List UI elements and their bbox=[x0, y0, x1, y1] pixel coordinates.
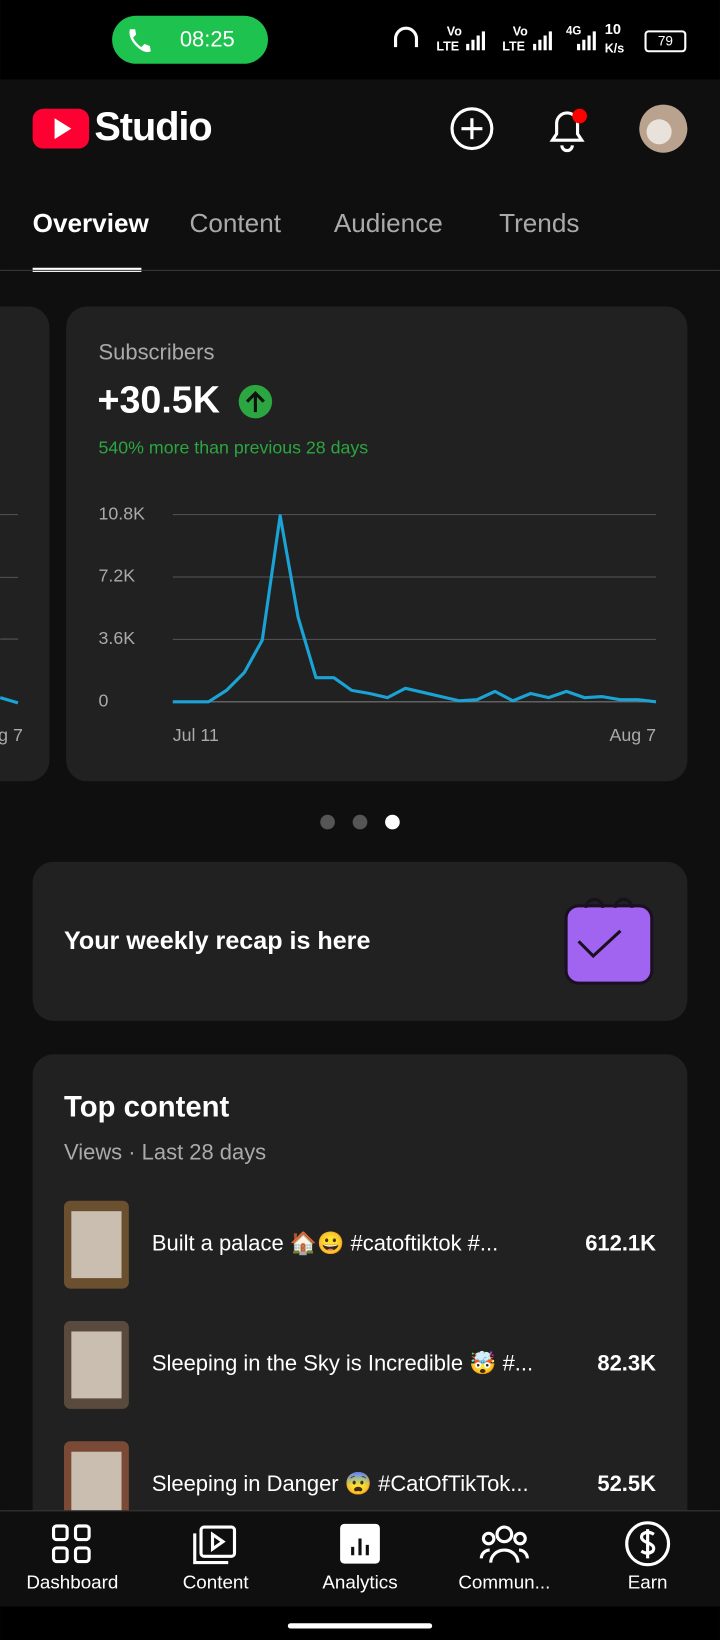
logo-play bbox=[54, 118, 72, 140]
thumbnail-image bbox=[71, 1211, 122, 1279]
nav-divider bbox=[0, 1510, 720, 1512]
create-plus bbox=[461, 118, 483, 140]
create-button[interactable] bbox=[450, 107, 494, 151]
signal-icons bbox=[393, 26, 596, 51]
notification-dot bbox=[572, 108, 587, 124]
recap-text: Your weekly recap is here bbox=[64, 927, 370, 955]
call-pill[interactable] bbox=[112, 15, 268, 64]
tab[interactable]: Trends bbox=[499, 208, 579, 238]
page-dot-active[interactable] bbox=[385, 814, 400, 830]
page-dot[interactable] bbox=[352, 814, 368, 830]
net: Vo bbox=[447, 25, 462, 39]
speed: 10 bbox=[605, 22, 621, 38]
side-date: g 7 bbox=[0, 725, 23, 745]
video-views: 82.3K bbox=[597, 1351, 656, 1376]
side-line bbox=[0, 696, 19, 705]
time: 08:25 bbox=[180, 27, 235, 52]
recap-icon bbox=[564, 904, 654, 985]
speed: K/s bbox=[605, 41, 625, 55]
recap-card[interactable] bbox=[32, 861, 688, 1021]
battery-level: 79 bbox=[658, 33, 673, 48]
section-subtitle: Views · Last 28 days bbox=[64, 1139, 266, 1164]
y-tick-label: 10.8K bbox=[99, 503, 146, 523]
video-views: 612.1K bbox=[585, 1230, 656, 1255]
x-tick-label: Jul 11 bbox=[173, 725, 219, 745]
nav-item[interactable]: Content bbox=[183, 1571, 250, 1592]
nav-item[interactable]: Dashboard bbox=[26, 1571, 118, 1592]
subscribers-card[interactable] bbox=[66, 306, 688, 782]
battery bbox=[644, 30, 687, 53]
thumbnail-image bbox=[71, 1331, 122, 1399]
content-list: Built a palace 🏠😀 #catoftiktok #... 612.1… bbox=[64, 1200, 656, 1530]
tab-active[interactable]: Overview bbox=[33, 208, 150, 238]
y-tick-label: 3.6K bbox=[99, 628, 136, 648]
recap-icon-detail bbox=[577, 898, 634, 959]
home-indicator bbox=[287, 1623, 433, 1629]
analytics-bars bbox=[351, 1538, 369, 1556]
net: 4G bbox=[566, 25, 581, 37]
chart: 0 3.6K 7.2K 10.8K Jul 11 Aug 7 bbox=[99, 503, 657, 745]
video-views: 52.5K bbox=[597, 1471, 656, 1496]
data-line bbox=[172, 514, 657, 704]
nav-item[interactable]: Commun... bbox=[458, 1571, 550, 1592]
net: Vo bbox=[513, 25, 528, 39]
tab[interactable]: Content bbox=[190, 208, 282, 238]
page-dot[interactable] bbox=[320, 814, 335, 830]
y-tick-label: 7.2K bbox=[99, 566, 136, 586]
section-title: Top content bbox=[64, 1090, 230, 1123]
avatar-cat bbox=[646, 119, 672, 145]
net: LTE bbox=[436, 39, 459, 53]
status-bar bbox=[0, 0, 720, 80]
nav-item[interactable]: Earn bbox=[628, 1571, 668, 1592]
video-title[interactable]: Sleeping in Danger 😨 #CatOfTikTok... bbox=[152, 1471, 529, 1496]
nav-item[interactable]: Analytics bbox=[322, 1571, 397, 1592]
phone-icon bbox=[129, 29, 151, 53]
x-tick-label: Aug 7 bbox=[610, 725, 656, 745]
metric-label: Subscribers bbox=[99, 339, 215, 364]
video-title[interactable]: Built a palace 🏠😀 #catoftiktok #... bbox=[152, 1230, 498, 1255]
metric-value: +30.5K bbox=[97, 379, 219, 421]
tab[interactable]: Audience bbox=[334, 208, 443, 238]
thumbnail-image bbox=[71, 1451, 122, 1519]
side-card[interactable] bbox=[0, 306, 50, 782]
notifications-button[interactable] bbox=[549, 111, 585, 153]
top-content-card bbox=[32, 1054, 688, 1536]
nav-icons bbox=[51, 1521, 671, 1567]
net: LTE bbox=[502, 39, 525, 53]
up-arrow bbox=[245, 391, 265, 413]
side-grid bbox=[0, 514, 18, 640]
logo-text: Studio bbox=[94, 105, 211, 149]
metric-change: 540% more than previous 28 days bbox=[99, 437, 369, 457]
y-tick-label: 0 bbox=[99, 691, 109, 711]
video-title[interactable]: Sleeping in the Sky is Incredible 🤯 #... bbox=[152, 1351, 533, 1376]
tab-divider bbox=[0, 269, 720, 271]
